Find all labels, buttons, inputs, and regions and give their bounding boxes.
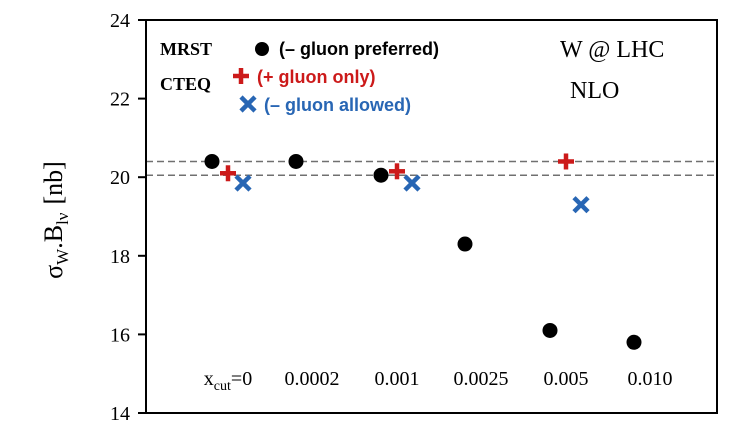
y-ticks: 14 16 18 20 22 24 [110, 10, 146, 424]
reference-lines [146, 160, 717, 176]
legend-label-series-2: (– gluon allowed) [264, 95, 411, 115]
legend-marker-cteq-x [239, 95, 257, 113]
y-axis-label: σW.Blν [nb] [39, 161, 72, 279]
x-category-labels: xcut=0 0.0002 0.001 0.0025 0.005 0.010 [204, 368, 673, 394]
x-category-label-5: 0.010 [628, 368, 673, 390]
point-series-2-cat-0 [234, 174, 252, 192]
x-category-label-3: 0.0025 [454, 368, 509, 390]
y-tick-label-2: 18 [110, 246, 130, 268]
point-series-0-cat-1 [288, 153, 304, 169]
x-category-label-2: 0.001 [375, 368, 420, 390]
y-axis-label-unit: [nb] [39, 161, 68, 204]
x-category-label-1: 0.0002 [285, 368, 340, 390]
x-category-label-0: xcut=0 [204, 368, 252, 394]
plot-frame [145, 19, 718, 414]
legend-label-series-1: (+ gluon only) [257, 67, 376, 87]
annotation-nlo: NLO [570, 78, 619, 104]
point-series-2-cat-4 [572, 196, 590, 214]
y-tick-label-4: 22 [110, 89, 130, 111]
point-series-1-cat-4 [558, 153, 574, 170]
y-tick-label-1: 16 [110, 324, 130, 346]
point-series-0-cat-5 [626, 334, 642, 350]
y-axis-label-main: σ [39, 265, 68, 279]
y-tick-label-5: 24 [110, 10, 130, 32]
legend: MRST (– gluon preferred) CTEQ (+ gluon o… [160, 39, 439, 115]
y-tick-label-3: 20 [110, 167, 130, 189]
legend-label-series-0: (– gluon preferred) [279, 39, 439, 59]
legend-group-mrst: MRST [160, 39, 212, 59]
y-tick-label-0: 14 [110, 403, 130, 424]
point-series-2-cat-2 [403, 174, 421, 192]
y-axis-label-sub2: lν [53, 212, 72, 225]
point-series-1-cat-2 [389, 163, 405, 180]
y-axis-label-mid: .B [39, 225, 68, 249]
legend-marker-cteq-plus [233, 68, 249, 84]
point-series-0-cat-4 [542, 322, 558, 338]
point-series-0-cat-2 [373, 167, 389, 183]
x-category-label-4: 0.005 [544, 368, 589, 390]
point-series-1-cat-0 [220, 165, 236, 182]
legend-group-cteq: CTEQ [160, 74, 211, 94]
data-points [204, 153, 642, 350]
point-series-0-cat-3 [457, 236, 473, 252]
legend-marker-mrst [255, 42, 269, 56]
annotation-w-lhc: W @ LHC [560, 37, 664, 63]
point-series-0-cat-0 [204, 153, 220, 169]
y-axis-label-sub1: W [53, 248, 72, 265]
